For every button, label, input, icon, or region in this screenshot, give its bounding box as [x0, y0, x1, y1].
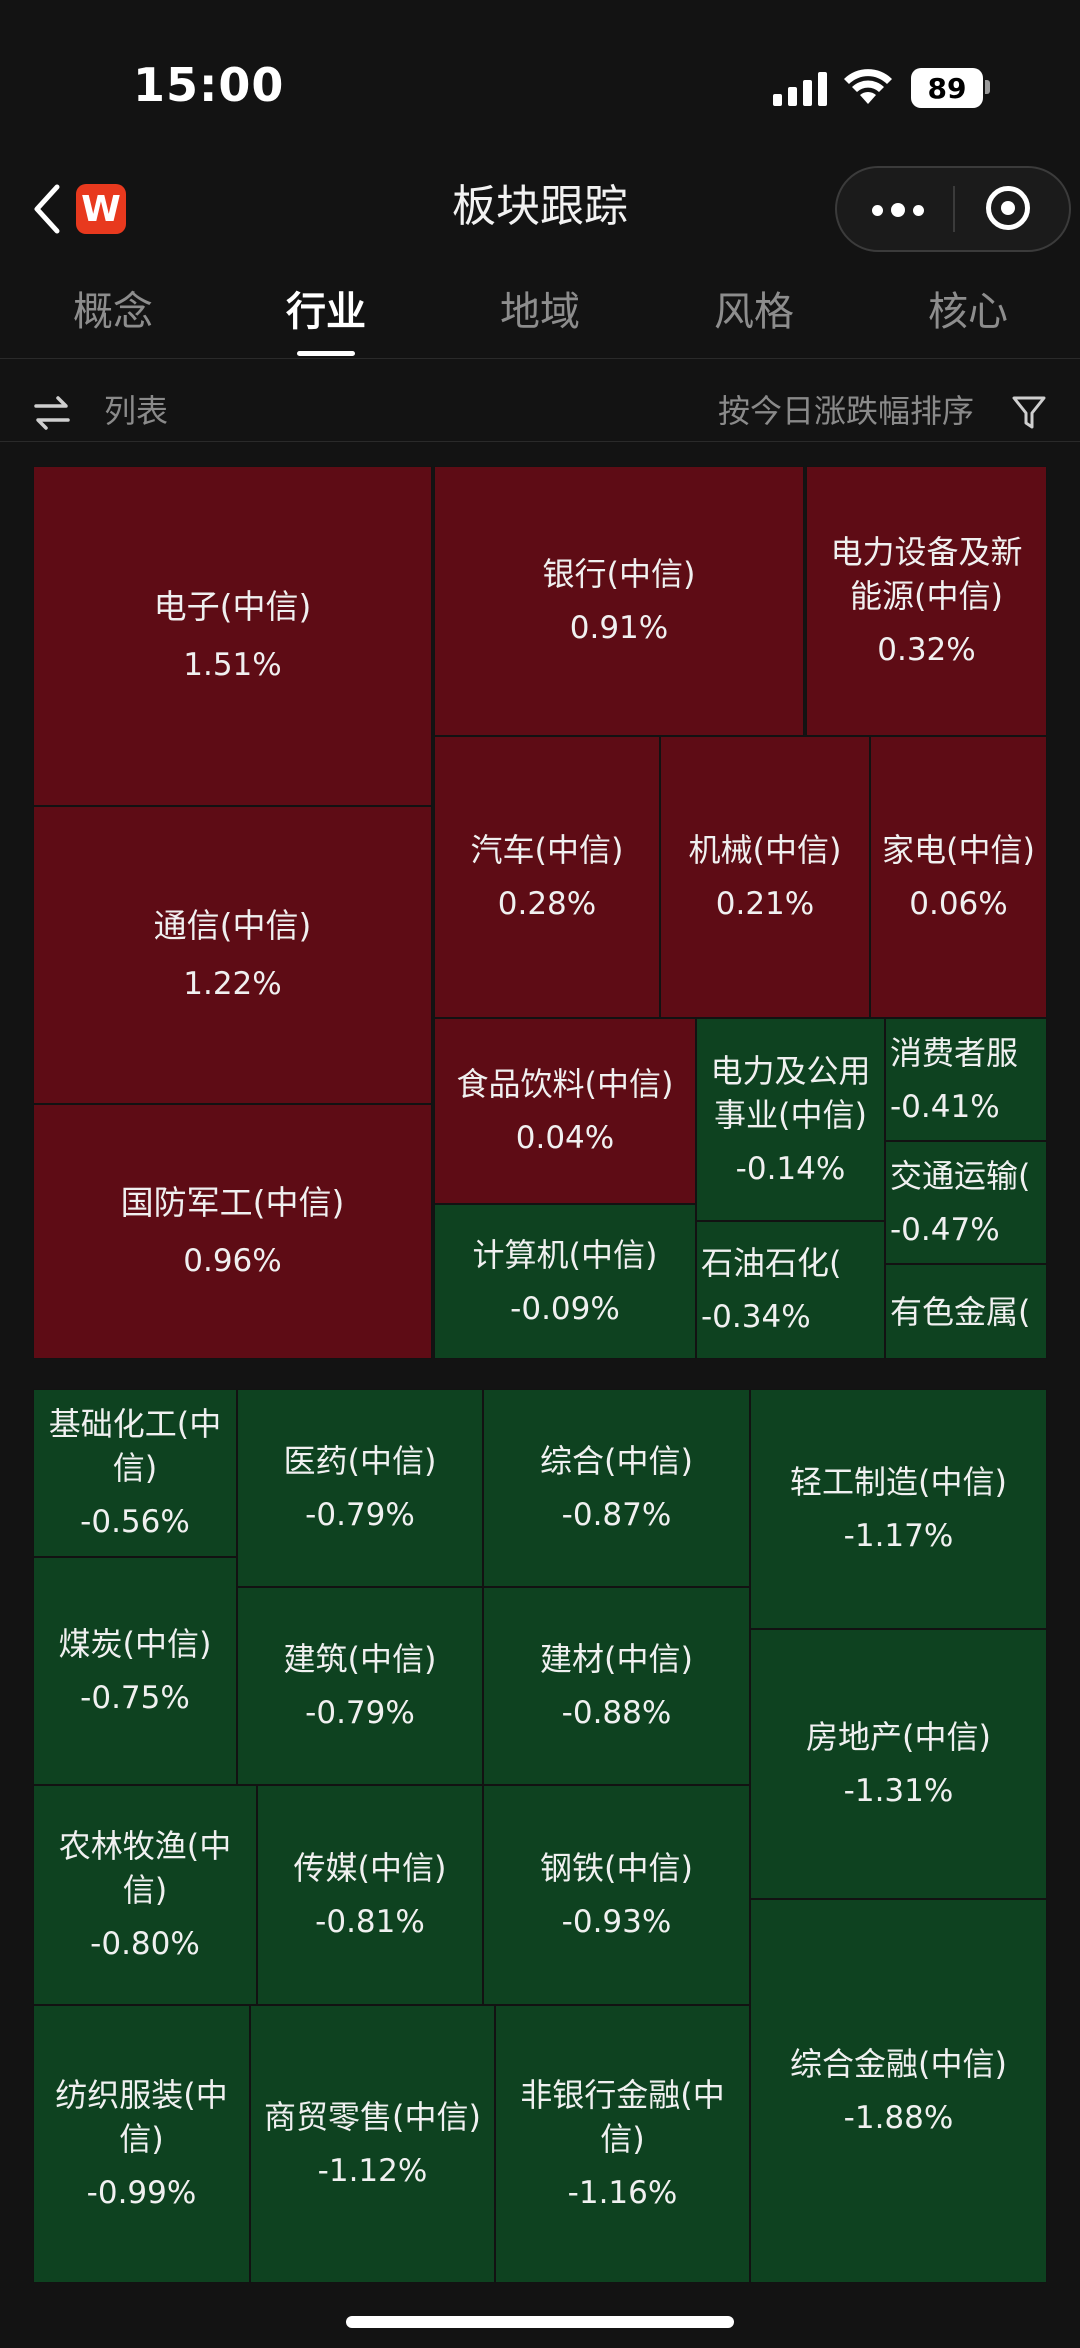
tab-style[interactable]: 风格 — [714, 289, 794, 335]
sector-tile-petrochemical[interactable]: 石油石化(-0.34% — [696, 1221, 885, 1359]
sector-tile-utilities[interactable]: 电力及公用事业(中信) -0.14% — [696, 1018, 885, 1221]
home-indicator — [346, 2316, 734, 2328]
app-logo-icon: W — [76, 184, 126, 234]
toolbar-divider — [0, 441, 1080, 442]
sector-tile-power-equipment[interactable]: 电力设备及新能源(中信) 0.32% — [806, 466, 1047, 736]
tab-bar: 概念 行业 地域 风格 核心 — [0, 280, 1080, 360]
chevron-left-icon — [34, 184, 60, 234]
sector-tile-defense[interactable]: 国防军工(中信) 0.96% — [33, 1104, 432, 1359]
active-tab-indicator — [297, 351, 355, 356]
sector-tile-banking[interactable]: 银行(中信) 0.91% — [434, 466, 804, 736]
sector-tile-non-bank-finance[interactable]: 非银行金融(中信) -1.16% — [495, 2005, 750, 2283]
switch-view-icon[interactable] — [32, 393, 72, 433]
filter-icon[interactable] — [1012, 395, 1046, 431]
more-options-button[interactable] — [868, 190, 928, 230]
battery-tip — [985, 80, 990, 94]
status-time: 15:00 — [133, 58, 285, 112]
sector-tile-steel[interactable]: 钢铁(中信) -0.93% — [483, 1785, 750, 2005]
tab-concept[interactable]: 概念 — [73, 289, 153, 335]
sector-tile-consumer-services[interactable]: 消费者服 -0.41% — [885, 1018, 1047, 1141]
wifi-icon — [844, 69, 892, 104]
sector-tile-electronics[interactable]: 电子(中信) 1.51% — [33, 466, 432, 806]
sector-tile-pharma[interactable]: 医药(中信) -0.79% — [237, 1389, 483, 1587]
sector-tile-media[interactable]: 传媒(中信) -0.81% — [257, 1785, 483, 2005]
tab-core[interactable]: 核心 — [928, 289, 1008, 335]
sort-option[interactable]: 按今日涨跌幅排序 — [717, 392, 974, 430]
tab-region[interactable]: 地域 — [500, 289, 580, 335]
sector-tile-nonferrous-metals[interactable]: 有色金属( — [885, 1264, 1047, 1359]
tab-industry[interactable]: 行业 — [286, 289, 366, 335]
sector-tile-building-materials[interactable]: 建材(中信) -0.88% — [483, 1587, 750, 1785]
sector-tile-agriculture[interactable]: 农林牧渔(中信) -0.80% — [33, 1785, 257, 2005]
sector-tile-home-appliances[interactable]: 家电(中信) 0.06% — [870, 736, 1047, 1018]
sector-tile-construction[interactable]: 建筑(中信) -0.79% — [237, 1587, 483, 1785]
sector-tile-transportation[interactable]: 交通运输(-0.47% — [885, 1141, 1047, 1264]
tab-divider — [0, 358, 1080, 359]
cellular-signal-icon — [773, 72, 827, 106]
sector-tile-diversified-finance[interactable]: 综合金融(中信) -1.88% — [750, 1899, 1047, 2283]
list-view-toggle[interactable]: 列表 — [104, 392, 169, 430]
sector-tile-basic-chemicals[interactable]: 基础化工(中信) -0.56% — [33, 1389, 237, 1557]
sector-tile-computer[interactable]: 计算机(中信) -0.09% — [434, 1204, 696, 1359]
sector-tile-real-estate[interactable]: 房地产(中信) -1.31% — [750, 1629, 1047, 1899]
sector-tile-conglomerate[interactable]: 综合(中信) -0.87% — [483, 1389, 750, 1587]
sector-tile-retail[interactable]: 商贸零售(中信) -1.12% — [250, 2005, 495, 2283]
sector-tile-food-beverage[interactable]: 食品饮料(中信) 0.04% — [434, 1018, 696, 1204]
sector-tile-auto[interactable]: 汽车(中信) 0.28% — [434, 736, 660, 1018]
sector-tile-textiles[interactable]: 纺织服装(中信) -0.99% — [33, 2005, 250, 2283]
back-button[interactable] — [20, 178, 72, 240]
sector-tile-coal[interactable]: 煤炭(中信) -0.75% — [33, 1557, 237, 1785]
battery-icon: 89 — [911, 68, 983, 108]
sector-tile-machinery[interactable]: 机械(中信) 0.21% — [660, 736, 870, 1018]
sector-tile-light-industry[interactable]: 轻工制造(中信) -1.17% — [750, 1389, 1047, 1629]
sector-tile-telecom[interactable]: 通信(中信) 1.22% — [33, 806, 432, 1104]
capsule-divider — [953, 186, 955, 232]
close-miniprogram-button[interactable] — [986, 186, 1030, 230]
